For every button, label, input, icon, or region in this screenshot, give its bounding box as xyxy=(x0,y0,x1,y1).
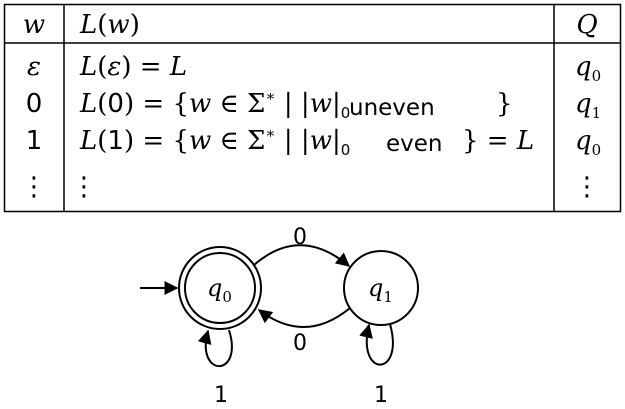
table-frame xyxy=(3,3,622,213)
row-w: ⋮ xyxy=(21,172,47,202)
row-expression: L(1) = {w ∈ Σ∗ | |w|0 xyxy=(79,124,350,159)
state-q1-ring xyxy=(343,250,419,326)
table-row: 0 L(0) = {w ∈ Σ∗ | |w|0 uneven } q1 xyxy=(26,87,601,122)
row-expression: L(ε) = L xyxy=(79,52,187,82)
transition-q1-q0 xyxy=(257,307,351,328)
transition-q1-q0-label: 0 xyxy=(293,331,307,356)
transition-q0-q1 xyxy=(253,244,351,267)
row-state: q1 xyxy=(575,89,601,122)
state-q0-inner-ring xyxy=(184,252,256,324)
row-expression: ⋮ xyxy=(71,172,97,202)
row-state: q0 xyxy=(575,126,601,159)
row-expression: L(0) = {w ∈ Σ∗ | |w|0 xyxy=(79,87,350,122)
state-q1: q1 xyxy=(343,250,419,326)
table-row: ε L(ε) = L q0 xyxy=(27,52,601,85)
state-q0-label: q0 xyxy=(207,274,232,306)
header-L: L(w) xyxy=(79,10,140,40)
row-w: ε xyxy=(27,52,41,82)
row-condition-word: even xyxy=(386,131,443,157)
row-state: ⋮ xyxy=(574,172,600,202)
row-closing-brace: } = L xyxy=(462,126,534,156)
transition-q0-q0-label: 1 xyxy=(214,383,228,408)
state-q1-label: q1 xyxy=(368,274,393,306)
automaton-diagram: q0 q1 0 0 1 1 xyxy=(140,225,419,408)
row-state: q0 xyxy=(575,52,601,85)
row-closing-brace: } xyxy=(496,89,513,119)
row-w: 1 xyxy=(26,126,43,156)
row-condition-word: uneven xyxy=(349,95,435,121)
table-row: 1 L(1) = {w ∈ Σ∗ | |w|0 even } = L q0 xyxy=(26,124,601,159)
header-w: w xyxy=(23,10,45,40)
transition-q1-q1-label: 1 xyxy=(374,383,388,408)
transition-q1-q1 xyxy=(359,323,394,366)
state-q0: q0 xyxy=(178,246,262,330)
language-table: w L(w) Q ε L(ε) = L q0 0 L(0) = {w ∈ Σ∗ … xyxy=(3,3,622,213)
transition-q0-q1-label: 0 xyxy=(293,225,307,250)
table-row: ⋮ ⋮ ⋮ xyxy=(21,172,600,202)
row-w: 0 xyxy=(26,89,43,119)
header-Q: Q xyxy=(576,10,597,40)
transition-q0-q0 xyxy=(197,329,233,367)
